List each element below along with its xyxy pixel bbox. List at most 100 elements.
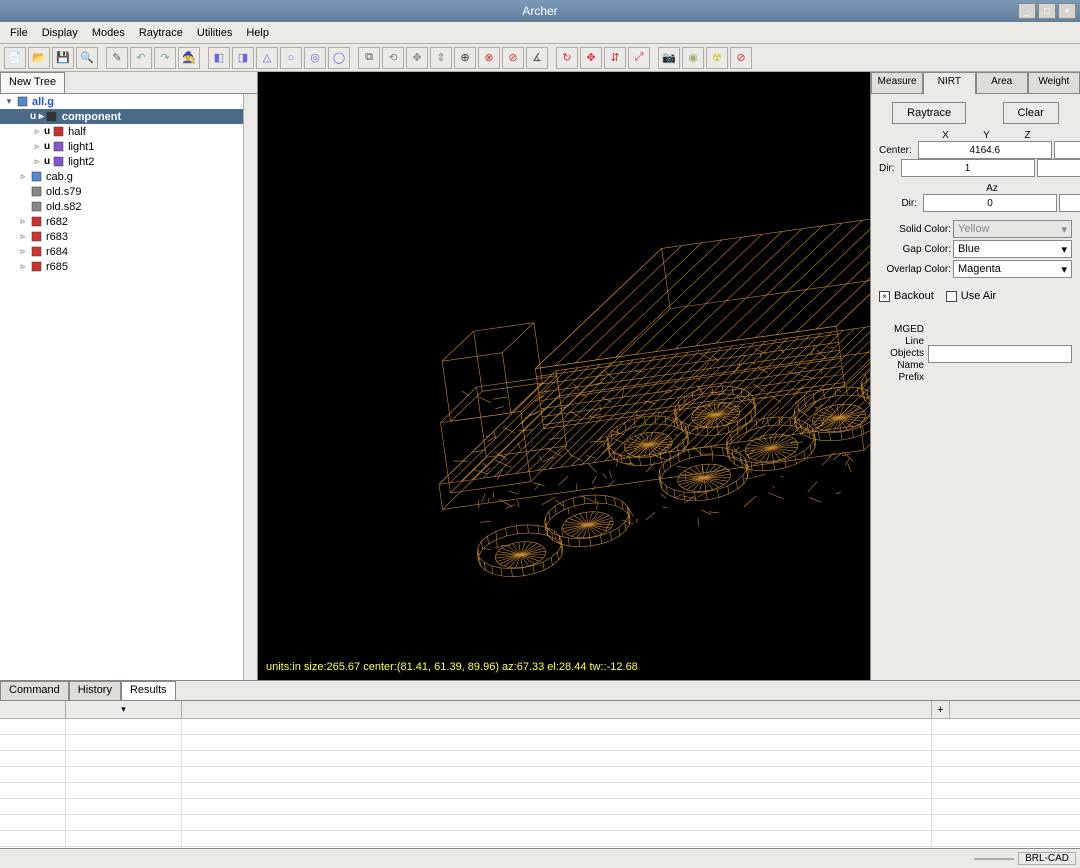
menu-utilities[interactable]: Utilities [191, 25, 238, 41]
menu-display[interactable]: Display [36, 25, 84, 41]
copy-icon[interactable]: ⧉ [358, 47, 380, 69]
dir-az-input[interactable] [923, 194, 1057, 212]
tab-area[interactable]: Area [976, 72, 1028, 94]
expand-icon[interactable]: ⤢ [628, 47, 650, 69]
bottom-tab-results[interactable]: Results [121, 681, 176, 700]
sphere-icon[interactable]: ○ [280, 47, 302, 69]
table-row[interactable] [0, 735, 1080, 751]
table-row[interactable] [0, 767, 1080, 783]
center-x-input[interactable] [918, 141, 1052, 159]
center-y-input[interactable] [1054, 141, 1080, 159]
expand-icon[interactable]: ▹ [18, 216, 28, 227]
tree-node-r685[interactable]: ▹r685 [0, 259, 257, 274]
maximize-button[interactable]: □ [1038, 3, 1056, 19]
tree-scrollbar[interactable] [243, 94, 257, 680]
measure-icon[interactable]: ∡ [526, 47, 548, 69]
dir-el-input[interactable] [1059, 194, 1080, 212]
rot-icon[interactable]: ↻ [556, 47, 578, 69]
close-button[interactable]: × [1058, 3, 1076, 19]
tree-node-r682[interactable]: ▹r682 [0, 214, 257, 229]
rotate-left-icon[interactable]: ⟲ [382, 47, 404, 69]
tree-node-all-g[interactable]: ▾all.g [0, 94, 257, 109]
expand-icon[interactable]: ▹ [32, 141, 42, 152]
save-icon[interactable]: 💾 [52, 47, 74, 69]
mged-prefix-input[interactable] [928, 345, 1072, 363]
wizard-icon[interactable]: 🧙 [178, 47, 200, 69]
tree-node-old-s79[interactable]: old.s79 [0, 184, 257, 199]
expand-icon[interactable]: ▹ [18, 171, 28, 182]
minimize-button[interactable]: _ [1018, 3, 1036, 19]
menu-file[interactable]: File [4, 25, 34, 41]
grid-header-2[interactable] [182, 701, 932, 718]
bottom-tab-command[interactable]: Command [0, 681, 69, 700]
clear-button[interactable]: Clear [1003, 102, 1059, 124]
checkbox-use-air[interactable]: Use Air [946, 290, 996, 302]
grid-add-col[interactable]: + [932, 701, 950, 718]
tree-node-r684[interactable]: ▹r684 [0, 244, 257, 259]
dir-y-input[interactable] [1037, 159, 1080, 177]
search-icon[interactable]: 🔍 [76, 47, 98, 69]
expand-icon[interactable]: ▹ [32, 156, 42, 167]
bottom-tab-history[interactable]: History [69, 681, 121, 700]
tree-node-cab-g[interactable]: ▹cab.g [0, 169, 257, 184]
table-row[interactable] [0, 799, 1080, 815]
cone-icon[interactable]: △ [256, 47, 278, 69]
torus-icon[interactable]: ◎ [304, 47, 326, 69]
no-icon[interactable]: ⊘ [502, 47, 524, 69]
updown-icon[interactable]: ⇵ [604, 47, 626, 69]
expand-icon[interactable]: ▹ [18, 261, 28, 272]
target-icon[interactable]: ⊕ [454, 47, 476, 69]
open-file-icon[interactable]: 📂 [28, 47, 50, 69]
color-select-blue[interactable]: Blue▾ [953, 240, 1072, 258]
tree-node-r683[interactable]: ▹r683 [0, 229, 257, 244]
table-row[interactable] [0, 815, 1080, 831]
stop-icon[interactable]: ⊘ [730, 47, 752, 69]
checkbox-box[interactable] [946, 291, 957, 302]
wireframe-render [258, 72, 870, 680]
compass-icon[interactable]: ⊗ [478, 47, 500, 69]
camera-icon[interactable]: 📷 [658, 47, 680, 69]
redo-icon[interactable]: ↷ [154, 47, 176, 69]
grid-header-0[interactable] [0, 701, 66, 718]
tree-node-half[interactable]: ▹u half [0, 124, 257, 139]
tree-node-light1[interactable]: ▹u light1 [0, 139, 257, 154]
cyl-icon[interactable]: ◯ [328, 47, 350, 69]
render-icon[interactable]: ◉ [682, 47, 704, 69]
raytrace-button[interactable]: Raytrace [892, 102, 966, 124]
menu-raytrace[interactable]: Raytrace [133, 25, 189, 41]
tree-node-component[interactable]: u ▸ component [0, 109, 257, 124]
table-row[interactable] [0, 751, 1080, 767]
select-icon[interactable]: ✎ [106, 47, 128, 69]
pan-icon[interactable]: ✥ [580, 47, 602, 69]
expand-icon[interactable]: ▹ [18, 231, 28, 242]
expand-icon[interactable]: ▹ [32, 126, 42, 137]
expand-icon[interactable]: ▾ [4, 96, 14, 107]
checkbox-backout[interactable]: ×Backout [879, 290, 934, 302]
grid-header-1[interactable]: ▾ [66, 701, 182, 718]
table-row[interactable] [0, 783, 1080, 799]
expand-icon[interactable]: ▹ [18, 246, 28, 257]
undo-icon[interactable]: ↶ [130, 47, 152, 69]
menu-modes[interactable]: Modes [86, 25, 131, 41]
viewport-3d[interactable]: units:in size:265.67 center:(81.41, 61.3… [258, 72, 870, 680]
cube-icon[interactable]: ◧ [208, 47, 230, 69]
tree-tab-new[interactable]: New Tree [0, 72, 65, 93]
tree-node-light2[interactable]: ▹u light2 [0, 154, 257, 169]
new-file-icon[interactable]: 📄 [4, 47, 26, 69]
tree-node-old-s82[interactable]: old.s82 [0, 199, 257, 214]
checkbox-box[interactable]: × [879, 291, 890, 302]
color-select-magenta[interactable]: Magenta▾ [953, 260, 1072, 278]
tree-body[interactable]: ▾all.gu ▸ component▹u half▹u light1▹u li… [0, 94, 257, 680]
table-row[interactable] [0, 831, 1080, 847]
table-row[interactable] [0, 719, 1080, 735]
move-icon[interactable]: ✥ [406, 47, 428, 69]
dir-x-input[interactable] [901, 159, 1035, 177]
nuclear-icon[interactable]: ☢ [706, 47, 728, 69]
results-grid[interactable]: ▾+ [0, 701, 1080, 848]
move-z-icon[interactable]: ⇕ [430, 47, 452, 69]
box-icon[interactable]: ◨ [232, 47, 254, 69]
tab-measure[interactable]: Measure [871, 72, 923, 94]
menu-help[interactable]: Help [240, 25, 275, 41]
tab-nirt[interactable]: NIRT [923, 72, 975, 94]
tab-weight[interactable]: Weight [1028, 72, 1080, 94]
